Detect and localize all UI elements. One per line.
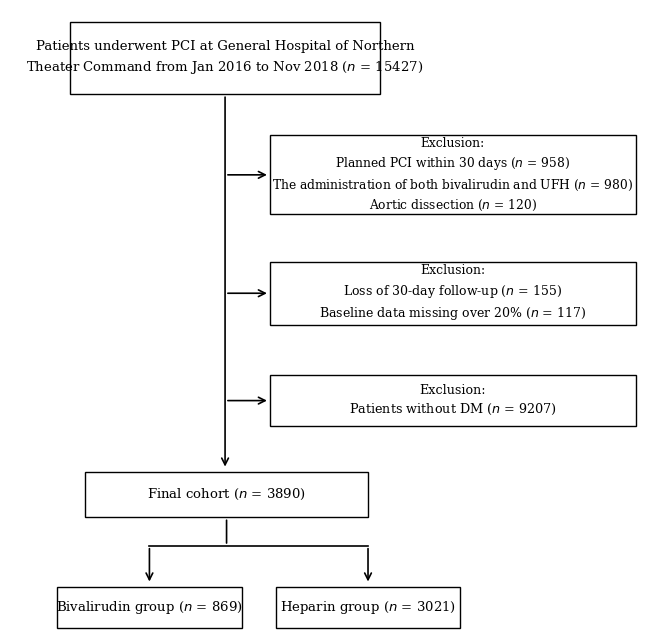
Text: Patients underwent PCI at General Hospital of Northern
Theater Command from Jan : Patients underwent PCI at General Hospit… [27,40,424,76]
Text: Exclusion:
Planned PCI within 30 days ($\mathit{n}$ = 958)
The administration of: Exclusion: Planned PCI within 30 days ($… [272,137,633,213]
FancyBboxPatch shape [85,472,368,517]
FancyBboxPatch shape [270,262,636,325]
Text: Heparin group ($\mathit{n}$ = 3021): Heparin group ($\mathit{n}$ = 3021) [280,599,456,616]
FancyBboxPatch shape [276,587,460,628]
FancyBboxPatch shape [70,22,380,94]
FancyBboxPatch shape [270,136,636,214]
Text: Bivalirudin group ($\mathit{n}$ = 869): Bivalirudin group ($\mathit{n}$ = 869) [56,599,243,616]
Text: Exclusion:
Loss of 30-day follow-up ($\mathit{n}$ = 155)
Baseline data missing o: Exclusion: Loss of 30-day follow-up ($\m… [320,264,587,322]
FancyBboxPatch shape [57,587,242,628]
Text: Final cohort ($\mathit{n}$ = 3890): Final cohort ($\mathit{n}$ = 3890) [147,487,306,502]
FancyBboxPatch shape [270,375,636,426]
Text: Exclusion:
Patients without DM ($\mathit{n}$ = 9207): Exclusion: Patients without DM ($\mathit… [349,384,557,417]
